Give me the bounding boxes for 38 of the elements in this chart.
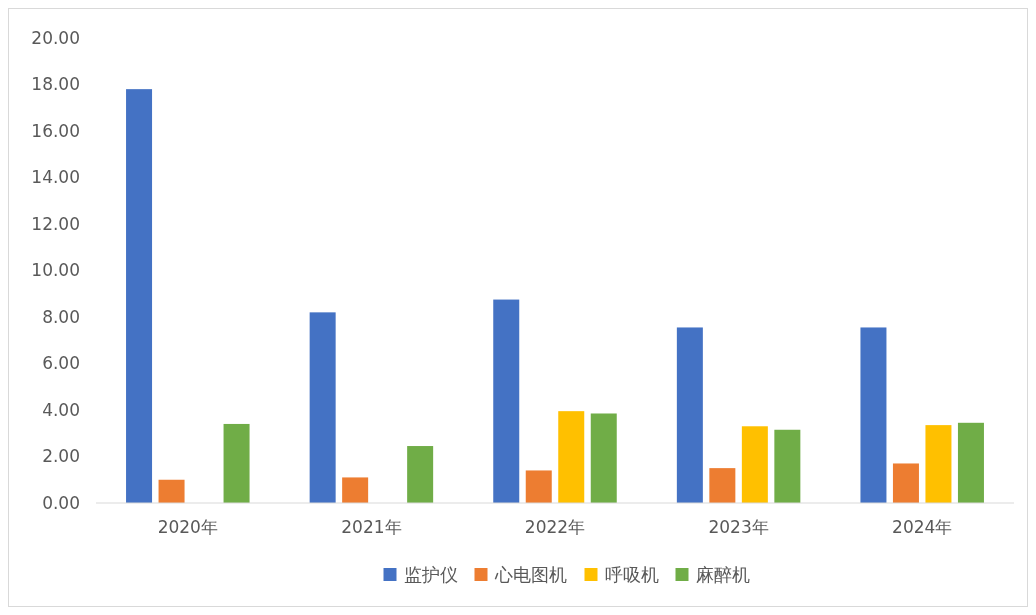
bar: [892, 463, 919, 503]
legend-label: 麻醉机: [695, 564, 750, 586]
bar: [925, 425, 952, 503]
y-tick-label: 0.00: [42, 492, 80, 513]
y-tick-label: 6.00: [42, 353, 80, 374]
bar: [774, 429, 801, 503]
y-tick-label: 12.00: [31, 213, 80, 234]
bar: [309, 312, 336, 503]
y-tick-label: 14.00: [31, 167, 80, 188]
bar: [126, 89, 153, 503]
x-tick-label: 2022年: [524, 517, 586, 537]
x-tick-label: 2021年: [341, 517, 402, 537]
x-tick-label: 2024年: [892, 517, 953, 537]
y-tick-label: 18.00: [31, 74, 80, 95]
bar: [860, 327, 887, 503]
bar: [407, 446, 434, 503]
legend-label: 呼吸机: [604, 564, 659, 586]
x-tick-label: 2020年: [157, 517, 218, 537]
y-tick-label: 16.00: [31, 120, 80, 141]
y-tick-label: 10.00: [31, 260, 80, 281]
bar: [342, 477, 369, 503]
bar: [676, 327, 703, 503]
legend-label: 监护仪: [403, 564, 458, 586]
bar: [558, 411, 585, 503]
y-tick-label: 2.00: [42, 446, 80, 467]
bar: [957, 422, 984, 503]
bar: [223, 423, 250, 503]
x-tick-label: 2023年: [708, 517, 769, 537]
bar: [525, 470, 552, 503]
y-tick-label: 8.00: [42, 306, 80, 327]
bar: [493, 299, 520, 503]
bar: [709, 468, 736, 503]
y-tick-label: 20.00: [31, 27, 80, 48]
bar: [158, 479, 185, 503]
y-tick-label: 4.00: [42, 399, 80, 420]
bar: [590, 413, 617, 503]
bar: [741, 426, 768, 503]
legend-label: 心电图机: [493, 564, 567, 586]
